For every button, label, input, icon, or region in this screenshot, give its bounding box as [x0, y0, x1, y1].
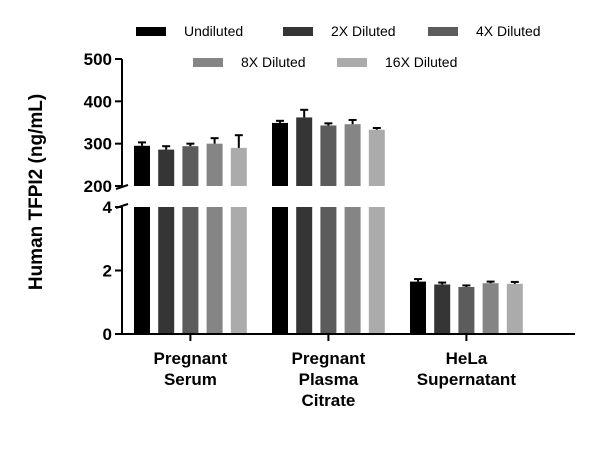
bar [482, 283, 499, 334]
legend-swatch [283, 27, 313, 36]
bar-segment-lower [368, 207, 385, 334]
bar [434, 284, 451, 334]
bar-segment-lower [320, 207, 337, 334]
x-tick-label: Pregnant [292, 349, 366, 368]
x-tick-label: Plasma [299, 370, 359, 389]
bar-segment-lower [344, 207, 361, 334]
legend-swatch [136, 27, 166, 36]
legend-swatch [193, 58, 223, 67]
bars [134, 108, 523, 334]
bar-segment-upper [206, 143, 223, 186]
x-tick-label: Serum [164, 370, 217, 389]
legend: Undiluted 2X Diluted 4X Diluted 8X Diluted 1… [136, 23, 541, 70]
legend-label: 2X Diluted [331, 23, 396, 39]
bar-segment-lower [296, 207, 313, 334]
bar-segment-upper [230, 147, 247, 186]
bar-segment-lower [182, 207, 199, 334]
y-tick-label: 0 [103, 325, 112, 344]
x-tick-label: Supernatant [417, 370, 517, 389]
bar-segment-upper [296, 117, 313, 186]
bar-segment-lower [272, 207, 288, 334]
bar-segment-upper [344, 124, 361, 186]
y-tick-label: 300 [84, 135, 112, 154]
legend-label: 8X Diluted [241, 54, 306, 70]
legend-label: Undiluted [184, 23, 243, 39]
bar-segment-lower [134, 207, 150, 334]
x-tick-label: HeLa [446, 349, 488, 368]
bar-segment-upper [134, 145, 150, 186]
y-tick-label: 200 [84, 177, 112, 196]
y-tick-label: 400 [84, 92, 112, 111]
y-tick-label: 500 [84, 50, 112, 69]
bar-segment-lower [206, 207, 223, 334]
bar-segment-upper [368, 129, 385, 186]
bar [410, 281, 426, 334]
legend-label: 16X Diluted [385, 54, 457, 70]
x-tick-label: Pregnant [154, 349, 228, 368]
legend-swatch [428, 27, 458, 36]
bar [506, 283, 523, 334]
legend-label: 4X Diluted [476, 23, 541, 39]
bar-segment-lower [158, 207, 175, 334]
y-axis: 200 300 400 500 0 2 4 [84, 50, 129, 344]
bar-segment-upper [320, 125, 337, 186]
y-axis-title: Human TFPI2 (ng/mL) [26, 94, 47, 290]
y-tick-label: 2 [103, 262, 112, 281]
bar-segment-upper [272, 122, 288, 186]
y-tick-label: 4 [103, 198, 113, 217]
x-tick-label: Citrate [301, 391, 355, 410]
x-axis: Pregnant Serum Pregnant Plasma Citrate HeLa Su… [122, 333, 575, 410]
bar-segment-lower [230, 207, 247, 334]
bar-segment-upper [158, 149, 175, 186]
bar-segment-upper [182, 146, 199, 186]
bar [458, 287, 475, 334]
legend-swatch [337, 58, 367, 67]
